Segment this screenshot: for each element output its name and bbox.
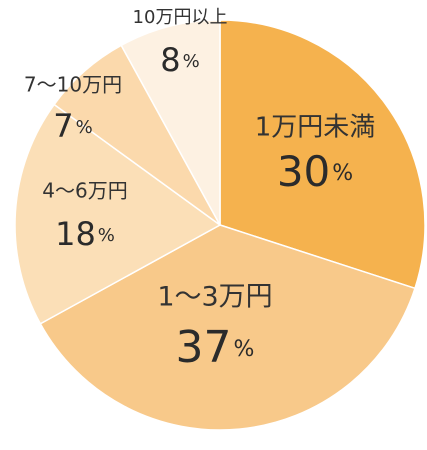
slice-value-label: 37%: [176, 322, 255, 373]
pie-slice: [219, 19, 426, 290]
pie-slice: [120, 19, 221, 226]
slice-value-label: 18%: [55, 215, 115, 253]
slice-value-label: 8%: [160, 41, 199, 79]
slice-label: 10万円以上: [133, 7, 228, 28]
slice-label: 4～6万円: [42, 179, 127, 203]
pie-slice: [14, 103, 222, 325]
slice-value-label: 30%: [277, 147, 353, 196]
slice-label: 1～3万円: [157, 282, 272, 313]
pie-slice: [39, 224, 416, 431]
slice-value-label: 7%: [53, 107, 92, 145]
slice-label: 1万円未満: [255, 113, 376, 143]
slice-label: 7～10万円: [24, 73, 122, 97]
